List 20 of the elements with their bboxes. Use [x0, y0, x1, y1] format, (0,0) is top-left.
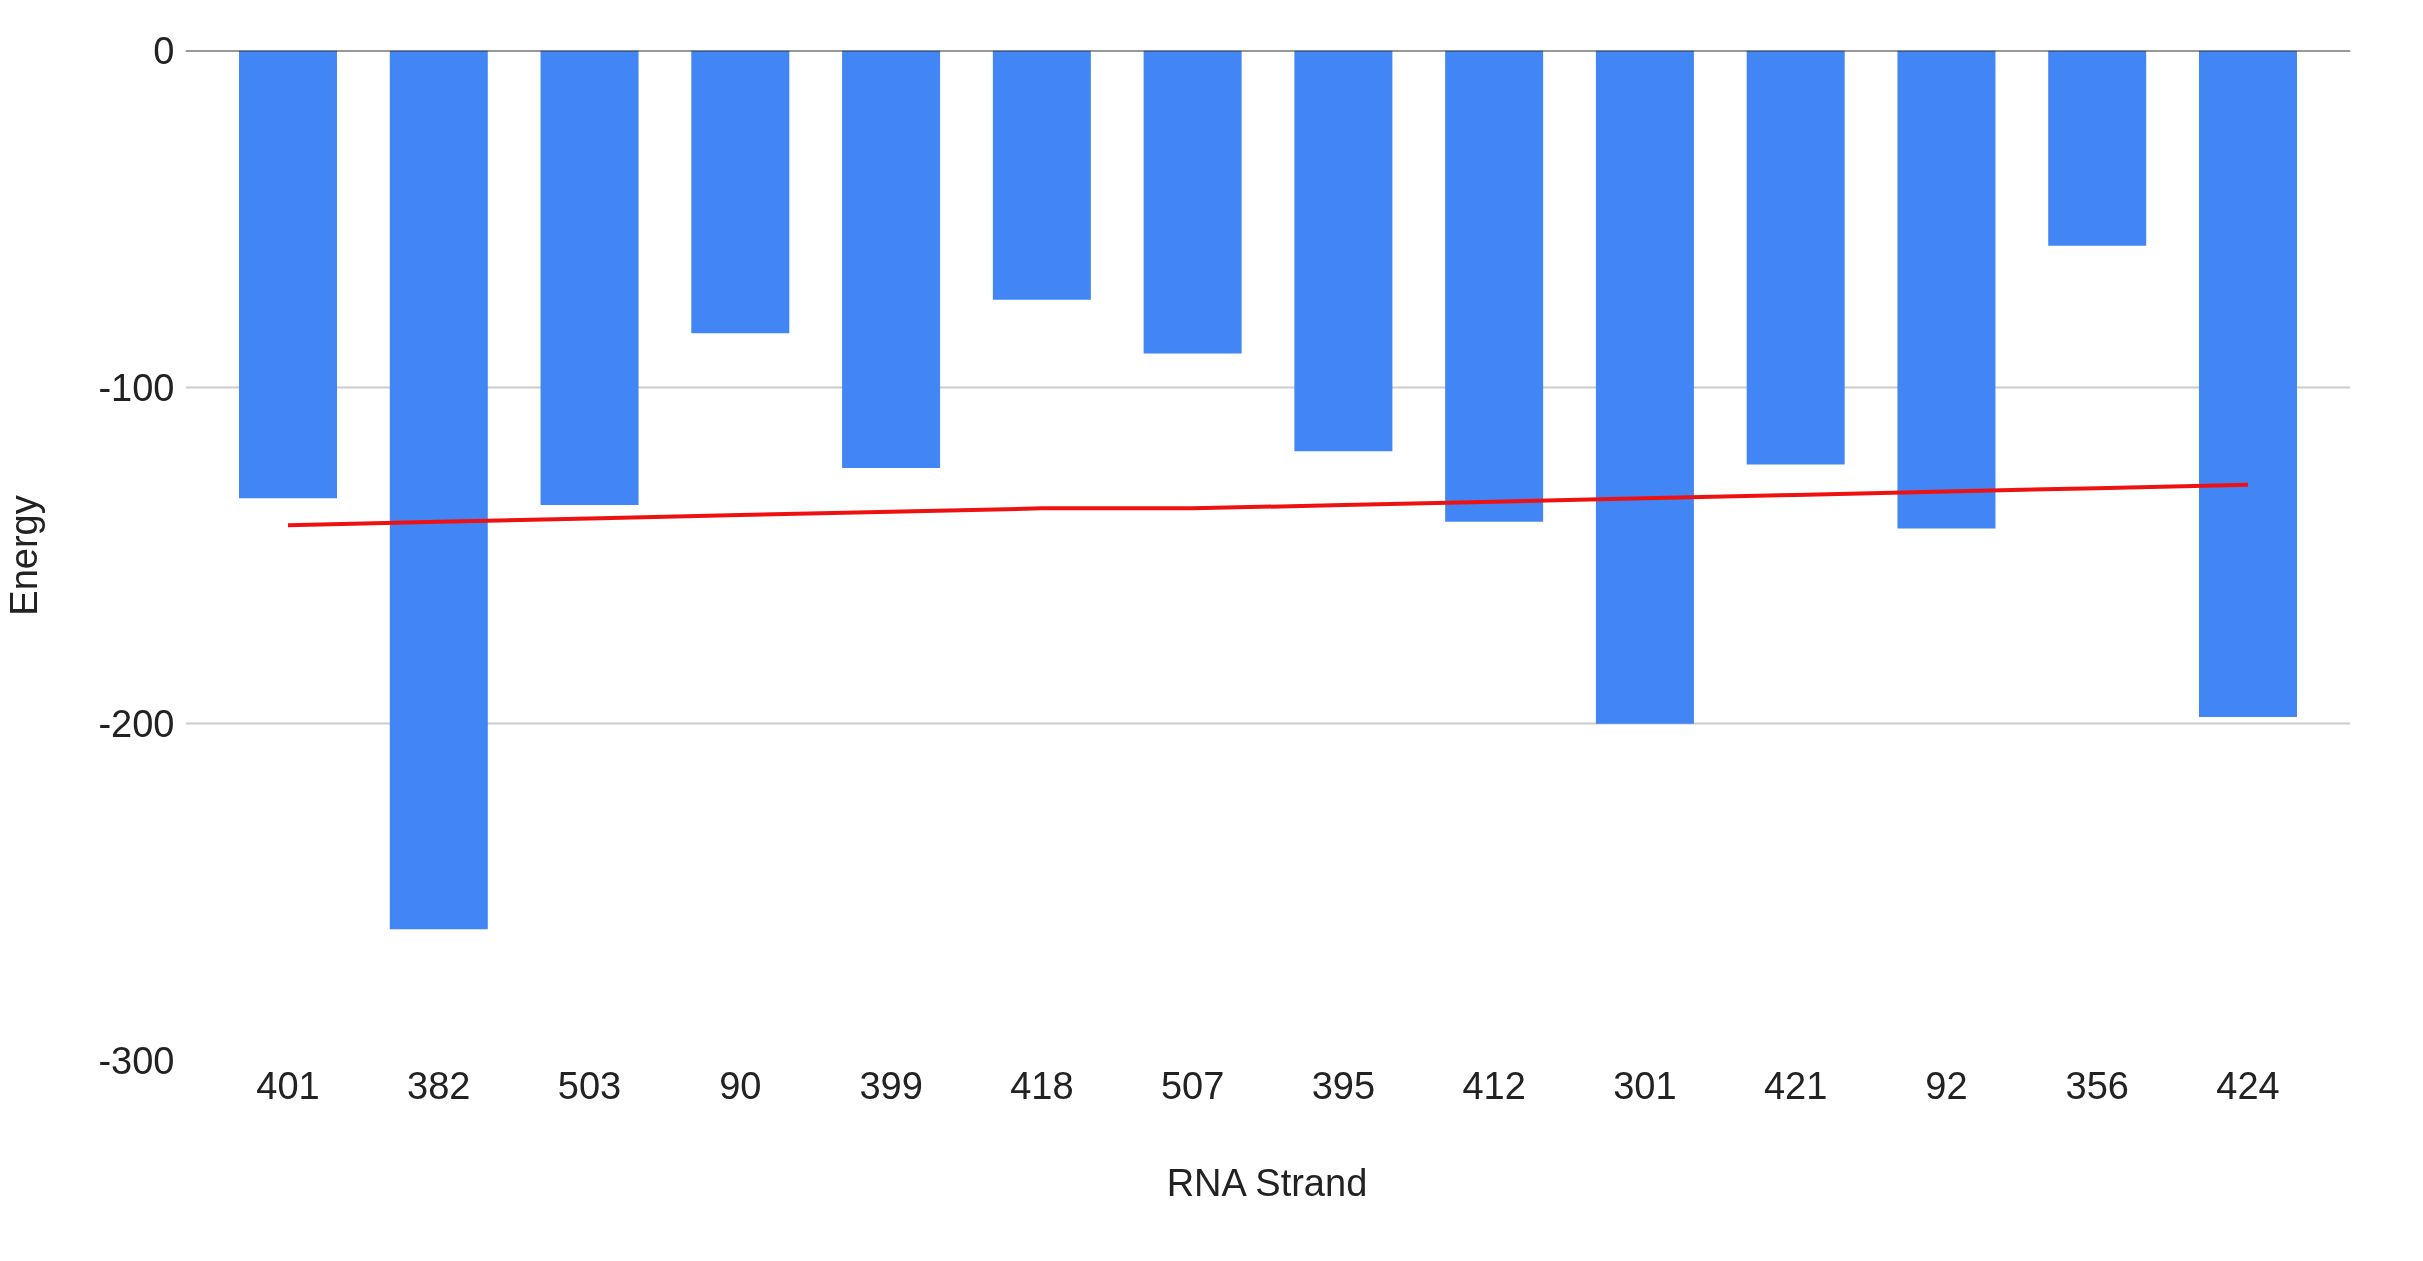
x-tick-label: 418 — [1010, 1064, 1074, 1107]
y-tick-label: -100 — [98, 366, 175, 409]
x-tick-label: 421 — [1763, 1064, 1828, 1107]
x-tick-label: 356 — [2065, 1064, 2129, 1107]
x-tick-label: 424 — [2216, 1064, 2280, 1107]
x-tick-label: 90 — [719, 1064, 762, 1107]
x-tick-label: 301 — [1613, 1064, 1677, 1107]
x-tick-label: 412 — [1462, 1064, 1526, 1107]
x-tick-label: 92 — [1925, 1064, 1968, 1107]
y-tick-label: 0 — [153, 30, 175, 72]
x-tick-label: 401 — [256, 1064, 320, 1107]
x-tick-label: 503 — [557, 1064, 622, 1107]
x-tick-label: 399 — [859, 1064, 923, 1107]
x-tick-label: 507 — [1160, 1064, 1225, 1107]
x-tick-label: 382 — [407, 1064, 471, 1107]
y-axis-title: Energy — [3, 495, 46, 616]
x-axis-title: RNA Strand — [1166, 1161, 1368, 1204]
x-tick-label: 395 — [1311, 1064, 1376, 1107]
y-tick-label: -200 — [98, 703, 175, 746]
y-tick-label: -300 — [98, 1040, 175, 1082]
